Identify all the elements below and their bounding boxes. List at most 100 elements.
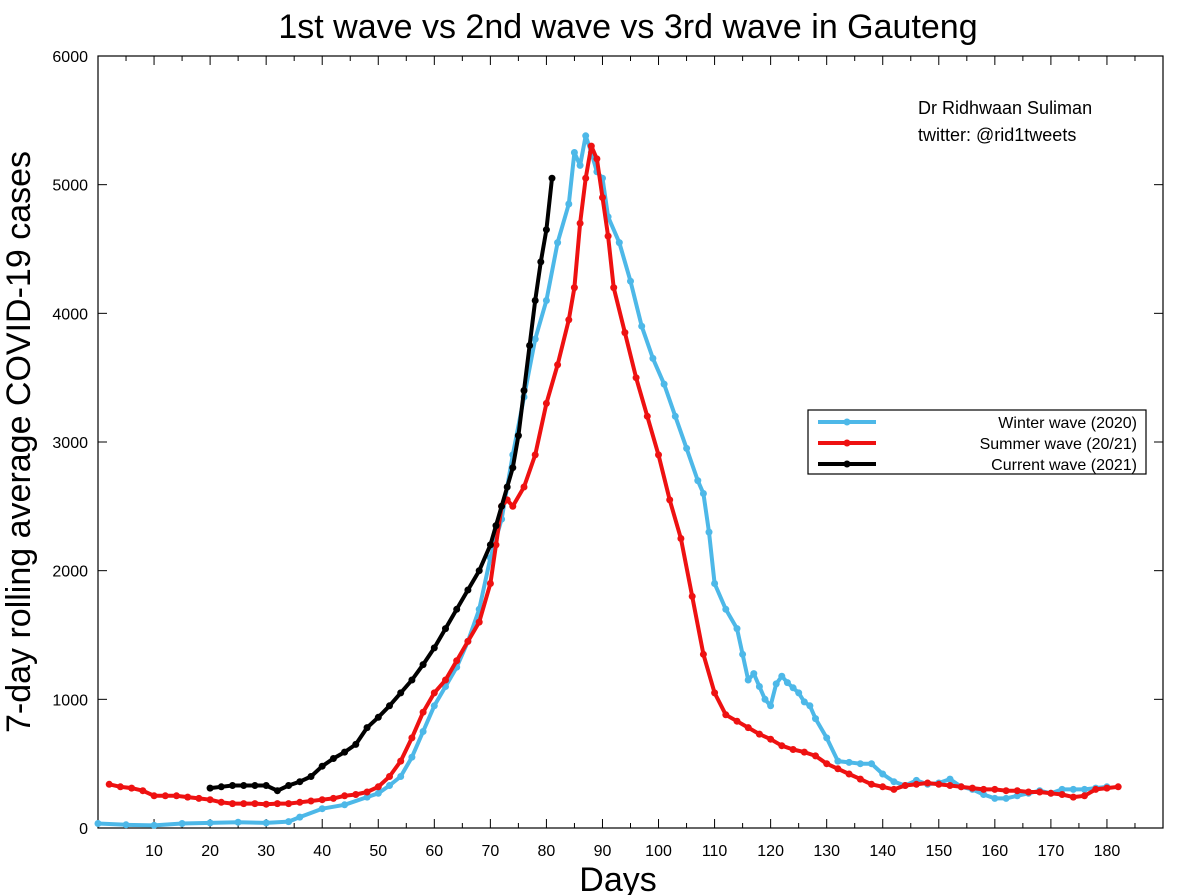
data-point (582, 174, 590, 182)
data-point (789, 746, 797, 753)
y-tick-label: 2000 (52, 564, 88, 581)
data-point (318, 805, 326, 813)
data-point (206, 796, 214, 804)
data-point (980, 791, 988, 798)
axis-ticks: 10 20 30 40 50 60 70 80 90 100 110 120 130 140 150 160 1… (52, 49, 1163, 860)
data-point (542, 399, 550, 407)
data-point (419, 708, 427, 716)
x-tick-label: 60 (425, 843, 443, 860)
y-tick-label: 6000 (52, 49, 88, 66)
data-point (475, 618, 483, 626)
data-point (1058, 791, 1066, 798)
x-tick-label: 160 (981, 843, 1008, 860)
x-tick-label: 130 (813, 843, 840, 860)
series-layer (94, 132, 1122, 829)
data-point (386, 782, 393, 789)
data-point (671, 412, 679, 420)
data-point (464, 637, 472, 645)
data-point (699, 490, 707, 497)
data-point (711, 580, 719, 587)
data-point (761, 695, 769, 703)
data-point (1013, 787, 1021, 795)
data-point (879, 770, 887, 778)
data-point (739, 650, 747, 658)
data-point (363, 724, 371, 732)
data-point (946, 775, 954, 783)
y-tick-label: 1000 (52, 692, 88, 709)
data-point (991, 794, 999, 802)
data-point (386, 773, 393, 780)
data-point (285, 800, 293, 808)
data-point (408, 753, 416, 761)
data-point (879, 783, 887, 791)
data-point (229, 800, 236, 808)
data-point (542, 226, 550, 234)
data-point (643, 412, 651, 420)
data-point (755, 730, 763, 738)
chart-title: 1st wave vs 2nd wave vs 3rd wave in Gaut… (278, 8, 977, 46)
data-point (733, 717, 741, 725)
x-tick-label: 30 (257, 843, 275, 860)
data-point (935, 780, 943, 788)
data-point (386, 702, 393, 710)
data-point (660, 380, 668, 388)
data-point (711, 689, 719, 697)
data-point (273, 787, 281, 795)
data-point (683, 444, 691, 452)
data-point (262, 819, 270, 827)
data-point (1081, 785, 1088, 793)
data-point (240, 782, 248, 789)
data-point (834, 765, 842, 773)
data-point (173, 792, 180, 800)
x-tick-label: 170 (1038, 843, 1065, 860)
data-point (666, 496, 674, 504)
data-point (453, 605, 461, 613)
x-tick-label: 150 (925, 843, 952, 860)
x-tick-label: 180 (1094, 843, 1121, 860)
data-point (374, 789, 382, 797)
data-point (430, 702, 438, 710)
data-point (610, 284, 618, 292)
data-point (649, 354, 657, 362)
data-point (442, 625, 449, 633)
data-point (980, 785, 988, 793)
data-point (374, 713, 382, 721)
data-point (352, 740, 360, 748)
x-axis-title: Days (579, 861, 656, 895)
x-tick-label: 110 (702, 843, 728, 860)
data-point (890, 778, 898, 786)
data-point (273, 800, 281, 808)
data-point (856, 760, 864, 768)
data-point (806, 702, 814, 710)
data-point (430, 644, 438, 652)
data-point (430, 689, 438, 697)
data-point (924, 779, 932, 787)
y-tick-label: 4000 (52, 306, 88, 323)
data-point (397, 757, 405, 765)
data-point (475, 567, 483, 575)
data-point (240, 800, 248, 808)
data-point (834, 757, 842, 765)
data-point (570, 149, 578, 156)
legend-marker (843, 460, 851, 468)
data-point (621, 329, 629, 337)
data-point (733, 625, 741, 633)
data-point (363, 793, 371, 801)
data-point (229, 782, 236, 789)
data-point (285, 782, 293, 789)
data-point (307, 797, 315, 805)
data-point (262, 782, 270, 789)
data-point (823, 760, 831, 768)
data-point (206, 784, 214, 792)
data-point (514, 432, 522, 440)
data-point (576, 161, 584, 169)
data-point (251, 782, 259, 789)
data-point (195, 794, 203, 802)
data-point (178, 820, 186, 827)
data-point (554, 361, 562, 369)
data-point (531, 335, 539, 343)
data-point (694, 477, 702, 485)
data-point (699, 650, 707, 658)
x-tick-label: 10 (145, 843, 163, 860)
